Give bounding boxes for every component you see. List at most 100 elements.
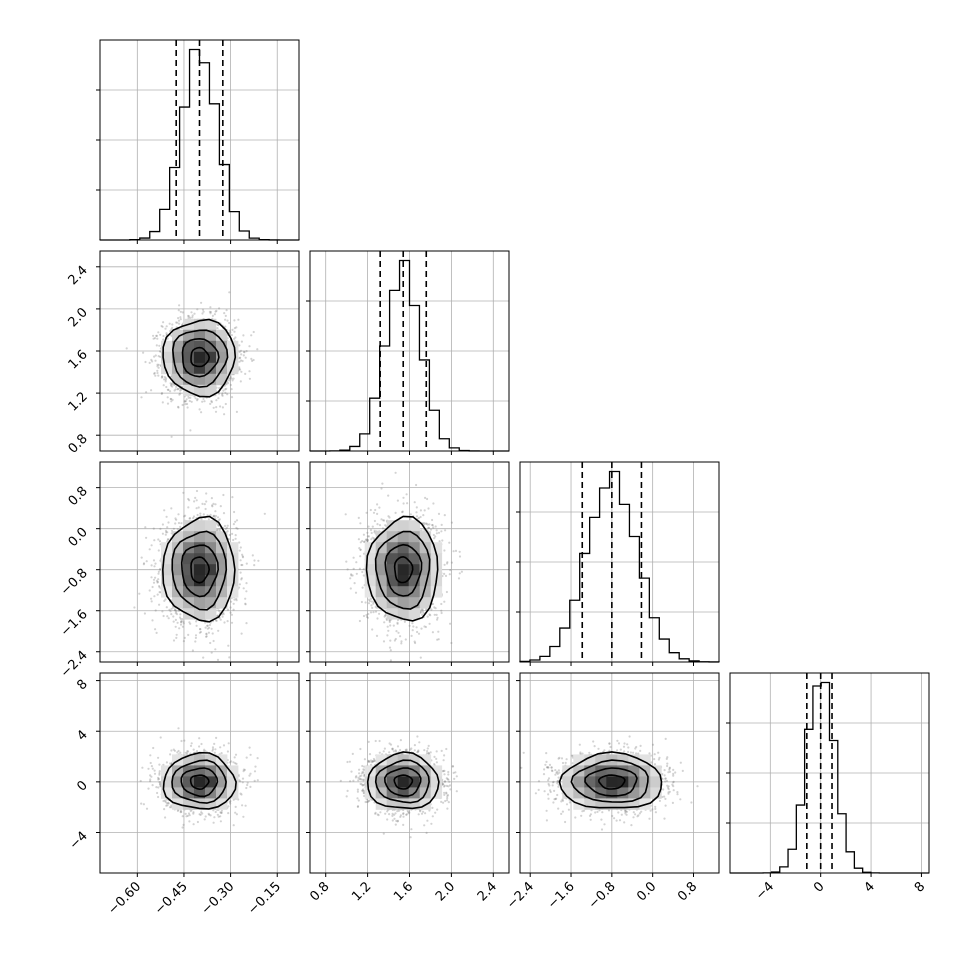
- sample-point: [160, 392, 164, 395]
- density-cell: [194, 553, 206, 565]
- histogram-panel: [726, 672, 930, 877]
- sample-point: [169, 390, 172, 393]
- y-tick-label: −1.6: [58, 607, 91, 640]
- sample-point: [202, 513, 205, 516]
- sample-point: [161, 523, 164, 526]
- density-cell: [216, 553, 228, 565]
- sample-point: [199, 512, 202, 515]
- sample-point: [187, 396, 190, 399]
- sample-point: [154, 374, 157, 377]
- sample-point: [178, 627, 181, 630]
- sample-point: [244, 602, 247, 605]
- density-cell: [194, 362, 206, 375]
- sample-point: [170, 328, 173, 331]
- sample-point: [224, 388, 227, 391]
- x-tick-label: 0: [811, 879, 827, 895]
- sample-point: [199, 515, 202, 518]
- sample-point: [189, 396, 192, 399]
- sample-point: [251, 359, 254, 362]
- sample-point: [238, 367, 241, 370]
- density-cell: [183, 373, 195, 386]
- sample-point: [194, 640, 197, 643]
- density-cell: [205, 373, 217, 386]
- sample-point: [173, 609, 176, 612]
- sample-point: [162, 334, 165, 338]
- sample-point: [245, 622, 248, 625]
- sample-point: [153, 372, 156, 375]
- sample-point: [226, 319, 229, 322]
- density-cell: [194, 520, 206, 532]
- sample-point: [207, 518, 210, 521]
- panel-frame: [99, 461, 300, 663]
- y-tick-label: 2.4: [66, 263, 91, 288]
- sample-point: [367, 612, 370, 616]
- contour-line: [162, 318, 237, 398]
- sample-point: [215, 399, 218, 402]
- sample-point: [183, 400, 186, 403]
- sample-point: [219, 505, 222, 508]
- y-tick-label: 1.6: [66, 347, 91, 372]
- sample-point: [174, 612, 177, 615]
- sample-point: [163, 376, 166, 379]
- sample-point: [181, 625, 184, 628]
- sample-point: [148, 548, 151, 551]
- density-cell: [194, 318, 206, 331]
- sample-point: [349, 587, 352, 590]
- density-cell: [205, 340, 217, 353]
- sample-point: [150, 576, 153, 579]
- sample-point: [245, 582, 248, 585]
- sample-point: [240, 340, 243, 343]
- sample-point: [238, 583, 241, 586]
- sample-point: [155, 631, 158, 635]
- sample-point: [238, 350, 241, 353]
- density-cell: [205, 520, 217, 532]
- sample-point: [161, 325, 164, 328]
- sample-point: [214, 648, 217, 651]
- sample-point: [183, 636, 186, 640]
- sample-point: [221, 615, 224, 618]
- sample-point: [191, 314, 194, 317]
- sample-point: [170, 397, 173, 401]
- sample-point: [170, 435, 173, 438]
- sample-point: [208, 310, 211, 313]
- sample-point: [151, 360, 154, 363]
- sample-point: [204, 626, 207, 629]
- sample-point: [197, 506, 200, 509]
- sample-point: [373, 529, 376, 532]
- contour-line: [190, 556, 211, 584]
- density-cell: [172, 329, 184, 342]
- sample-point: [222, 389, 225, 392]
- density-cell: [183, 542, 195, 554]
- sample-point: [183, 515, 186, 518]
- density-cell: [216, 597, 228, 609]
- density-cell: [183, 362, 195, 375]
- sample-point: [245, 562, 248, 565]
- sample-point: [223, 621, 226, 624]
- sample-point: [209, 306, 212, 309]
- density-cell: [216, 586, 228, 598]
- sample-point: [206, 624, 209, 627]
- sample-point: [230, 334, 233, 337]
- sample-point: [140, 556, 143, 559]
- sample-point: [157, 374, 160, 377]
- sample-point: [210, 497, 213, 500]
- sample-point: [171, 326, 174, 329]
- sample-point: [153, 565, 156, 568]
- density-cell: [183, 520, 195, 532]
- sample-point: [233, 319, 236, 322]
- sample-point: [208, 623, 212, 627]
- sample-point: [157, 538, 160, 541]
- sample-point: [166, 538, 169, 541]
- density-cell: [194, 542, 206, 554]
- sample-point: [164, 529, 168, 532]
- sample-point: [394, 511, 397, 514]
- sample-point: [238, 368, 242, 371]
- sample-point: [174, 608, 177, 612]
- sample-point: [432, 533, 435, 537]
- density-cell: [172, 597, 184, 609]
- sample-point: [164, 533, 167, 536]
- sample-point: [218, 518, 221, 521]
- sample-point: [217, 392, 221, 395]
- sample-point: [140, 396, 143, 399]
- sample-point: [227, 644, 230, 647]
